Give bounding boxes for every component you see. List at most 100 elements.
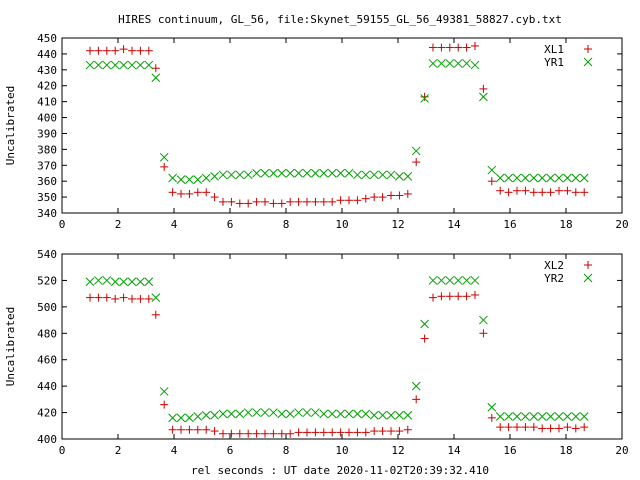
data-point-d2 [361, 409, 371, 419]
data-point [453, 276, 463, 285]
data-point [554, 412, 564, 421]
data-point [303, 197, 311, 206]
data-point [227, 170, 236, 180]
data-point [269, 429, 278, 438]
data-point-d2 [94, 276, 103, 285]
y-tick-label: 520 [37, 274, 57, 287]
data-point-d2 [336, 168, 345, 178]
data-point-d2 [102, 276, 112, 285]
y-tick-label: 540 [37, 248, 57, 261]
data-point [353, 196, 362, 205]
data-point [378, 193, 387, 202]
data-point-d2 [462, 276, 471, 285]
data-point [546, 188, 555, 197]
chart-title: HIRES continuum, GL_56, file:Skynet_5915… [118, 13, 562, 26]
data-point [151, 293, 161, 302]
x-tick-label: 16 [503, 444, 516, 457]
data-point [168, 188, 177, 197]
data-point [471, 290, 479, 299]
x-tick-label: 0 [59, 444, 66, 457]
x-tick-label: 0 [59, 218, 66, 231]
data-point [277, 168, 287, 178]
data-point-d2 [110, 277, 120, 287]
data-point [285, 168, 295, 178]
data-point [361, 170, 371, 180]
data-point [327, 409, 337, 419]
data-point [86, 293, 94, 302]
x-tick-label: 20 [615, 444, 628, 457]
data-point [243, 170, 253, 180]
data-point [546, 173, 555, 183]
data-point [111, 294, 120, 303]
data-point-d2 [395, 172, 404, 181]
data-point [420, 334, 429, 343]
data-point [227, 197, 236, 206]
data-point-d2 [302, 408, 312, 417]
data-point-d2 [529, 173, 539, 183]
data-point-d2 [579, 412, 589, 421]
legend-label: YR2 [544, 272, 564, 285]
x-tick-label: 18 [559, 444, 572, 457]
data-point [294, 428, 303, 437]
data-point [345, 428, 353, 437]
data-point-d2 [227, 170, 236, 180]
data-point [378, 427, 387, 436]
data-point [412, 158, 421, 167]
data-point-d2 [136, 277, 145, 287]
data-point [529, 412, 539, 421]
y-tick-label: 390 [37, 127, 57, 140]
data-point [319, 168, 329, 178]
data-point-d2 [327, 168, 337, 178]
data-point-d2 [495, 412, 505, 421]
data-point-d2 [302, 168, 312, 178]
data-point-d2 [319, 409, 329, 419]
data-point [445, 59, 455, 68]
x-tick-label: 14 [447, 218, 461, 231]
data-point [119, 45, 128, 54]
y-tick-label: 400 [37, 433, 57, 446]
y-tick-label: 350 [37, 191, 57, 204]
data-point-d2 [512, 412, 522, 421]
data-point-d2 [159, 387, 169, 396]
x-tick-label: 4 [171, 444, 178, 457]
data-point [471, 41, 479, 50]
data-point [555, 186, 563, 195]
data-point-d2 [579, 173, 589, 183]
data-point [344, 168, 354, 178]
data-point [151, 310, 160, 319]
data-point-d2 [537, 173, 547, 183]
data-point [571, 173, 581, 183]
data-point-d2 [277, 168, 287, 178]
data-point [453, 59, 463, 68]
data-point-d2 [378, 410, 387, 420]
data-point [386, 410, 396, 420]
data-point-d2 [512, 173, 522, 183]
data-point [102, 276, 112, 285]
data-point-d2 [437, 59, 446, 68]
data-point [286, 429, 295, 438]
data-point [420, 92, 429, 101]
data-point-d2 [243, 170, 253, 180]
data-point [479, 315, 488, 325]
y-axis-label: Uncalibrated [4, 86, 17, 165]
data-point [176, 413, 186, 423]
data-point-d2 [218, 409, 228, 419]
data-point [111, 46, 120, 55]
data-point [361, 428, 370, 437]
y-axis-label: Uncalibrated [4, 307, 17, 386]
data-point-d2 [260, 408, 270, 417]
data-point-d2 [386, 410, 396, 420]
data-point [235, 429, 244, 438]
data-point-d2 [144, 60, 154, 70]
data-point-d2 [235, 409, 245, 419]
data-point-d2 [437, 276, 446, 285]
data-point [227, 429, 236, 438]
data-point-d2 [210, 172, 219, 181]
data-point-d2 [85, 277, 95, 287]
legend-marker-d2 [583, 57, 593, 67]
legend-marker [583, 57, 593, 67]
data-point [201, 410, 211, 420]
data-point [185, 189, 194, 198]
data-point [319, 197, 328, 206]
data-point [210, 410, 219, 420]
